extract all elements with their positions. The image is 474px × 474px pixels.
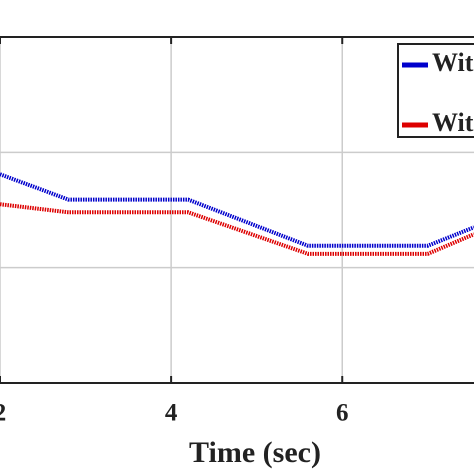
x-axis-label: Time (sec) bbox=[189, 436, 321, 469]
legend-box bbox=[397, 43, 474, 138]
series-line bbox=[0, 172, 474, 248]
legend: Wit Wit bbox=[402, 48, 474, 137]
lines bbox=[0, 172, 474, 256]
legend-label: Wit bbox=[432, 48, 474, 77]
grid bbox=[0, 37, 474, 383]
series-line bbox=[0, 202, 474, 256]
x-tick-label: 4 bbox=[165, 400, 178, 427]
x-tick-label: 6 bbox=[336, 400, 349, 427]
x-tick-label: 2 bbox=[0, 400, 6, 427]
legend-label: Wit bbox=[432, 108, 474, 137]
